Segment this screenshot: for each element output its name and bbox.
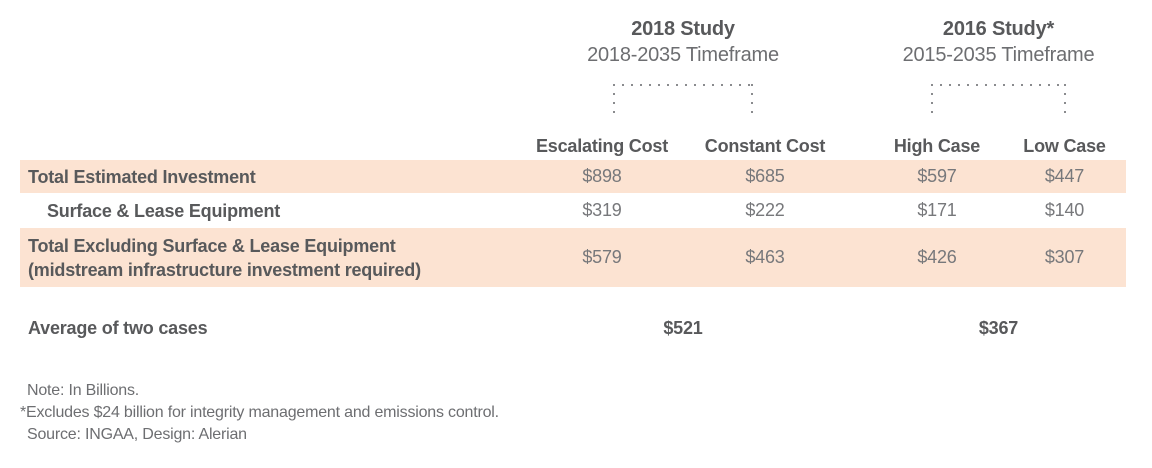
cell-value: $463 <box>745 247 785 267</box>
study-timeframe-2018: 2018-2035 Timeframe <box>587 44 779 66</box>
table-row-total-excluding-surface-lease: Total Excluding Surface & Lease Equipmen… <box>20 228 1126 287</box>
row-label: Surface & Lease Equipment <box>47 200 281 221</box>
dotted-bracket-2018 <box>613 84 753 114</box>
row-label: Total Estimated Investment <box>28 166 256 187</box>
column-header-escalating-cost: Escalating Cost <box>535 136 669 156</box>
footnote-note: Note: In Billions. <box>27 382 140 399</box>
study-timeframe-2016: 2015-2035 Timeframe <box>902 44 1095 66</box>
cell-value: $685 <box>745 166 785 186</box>
cell-value: $426 <box>917 247 957 267</box>
table-row-surface-lease-equipment: Surface & Lease Equipment $319 $222 $171… <box>20 193 1126 228</box>
cell-value: $597 <box>917 166 957 186</box>
study-group-2016: 2016 Study* 2015-2035 Timeframe <box>871 16 1126 114</box>
column-header-constant-cost: Constant Cost <box>704 136 826 156</box>
average-label: Average of two cases <box>28 317 208 338</box>
cell-value: $140 <box>1044 200 1085 220</box>
study-group-2018: 2018 Study 2018-2035 Timeframe <box>520 16 846 114</box>
column-header-row: Escalating Cost Constant Cost High Case … <box>20 130 1126 160</box>
cell-value: $898 <box>582 166 622 186</box>
column-header-high-case: High Case <box>893 136 981 156</box>
cell-value: $171 <box>917 200 957 220</box>
data-table: Escalating Cost Constant Cost High Case … <box>20 130 1126 287</box>
cell-value: $447 <box>1044 166 1085 186</box>
footnote-asterisk: *Excludes $24 billion for integrity mana… <box>20 404 499 421</box>
average-value-2018: $521 <box>663 317 703 338</box>
cell-value: $319 <box>582 200 622 220</box>
cell-value: $307 <box>1044 247 1085 267</box>
average-row: Average of two cases $521 $367 <box>20 314 1126 342</box>
table-row-total-estimated-investment: Total Estimated Investment $898 $685 $59… <box>20 160 1126 193</box>
footnotes: Note: In Billions. *Excludes $24 billion… <box>20 380 499 446</box>
column-header-low-case: Low Case <box>1023 136 1106 156</box>
cell-value: $579 <box>582 247 622 267</box>
study-title-2016: 2016 Study* <box>942 18 1055 40</box>
dotted-bracket-2016 <box>931 84 1066 114</box>
row-label-line-2: (midstream infrastructure investment req… <box>28 259 421 280</box>
footnote-source: Source: INGAA, Design: Alerian <box>27 426 247 443</box>
row-label-line-1: Total Excluding Surface & Lease Equipmen… <box>28 235 396 256</box>
cell-value: $222 <box>745 200 785 220</box>
study-title-2018: 2018 Study <box>631 18 735 40</box>
row-label: Total Excluding Surface & Lease Equipmen… <box>20 234 520 282</box>
average-value-2016: $367 <box>978 317 1019 338</box>
